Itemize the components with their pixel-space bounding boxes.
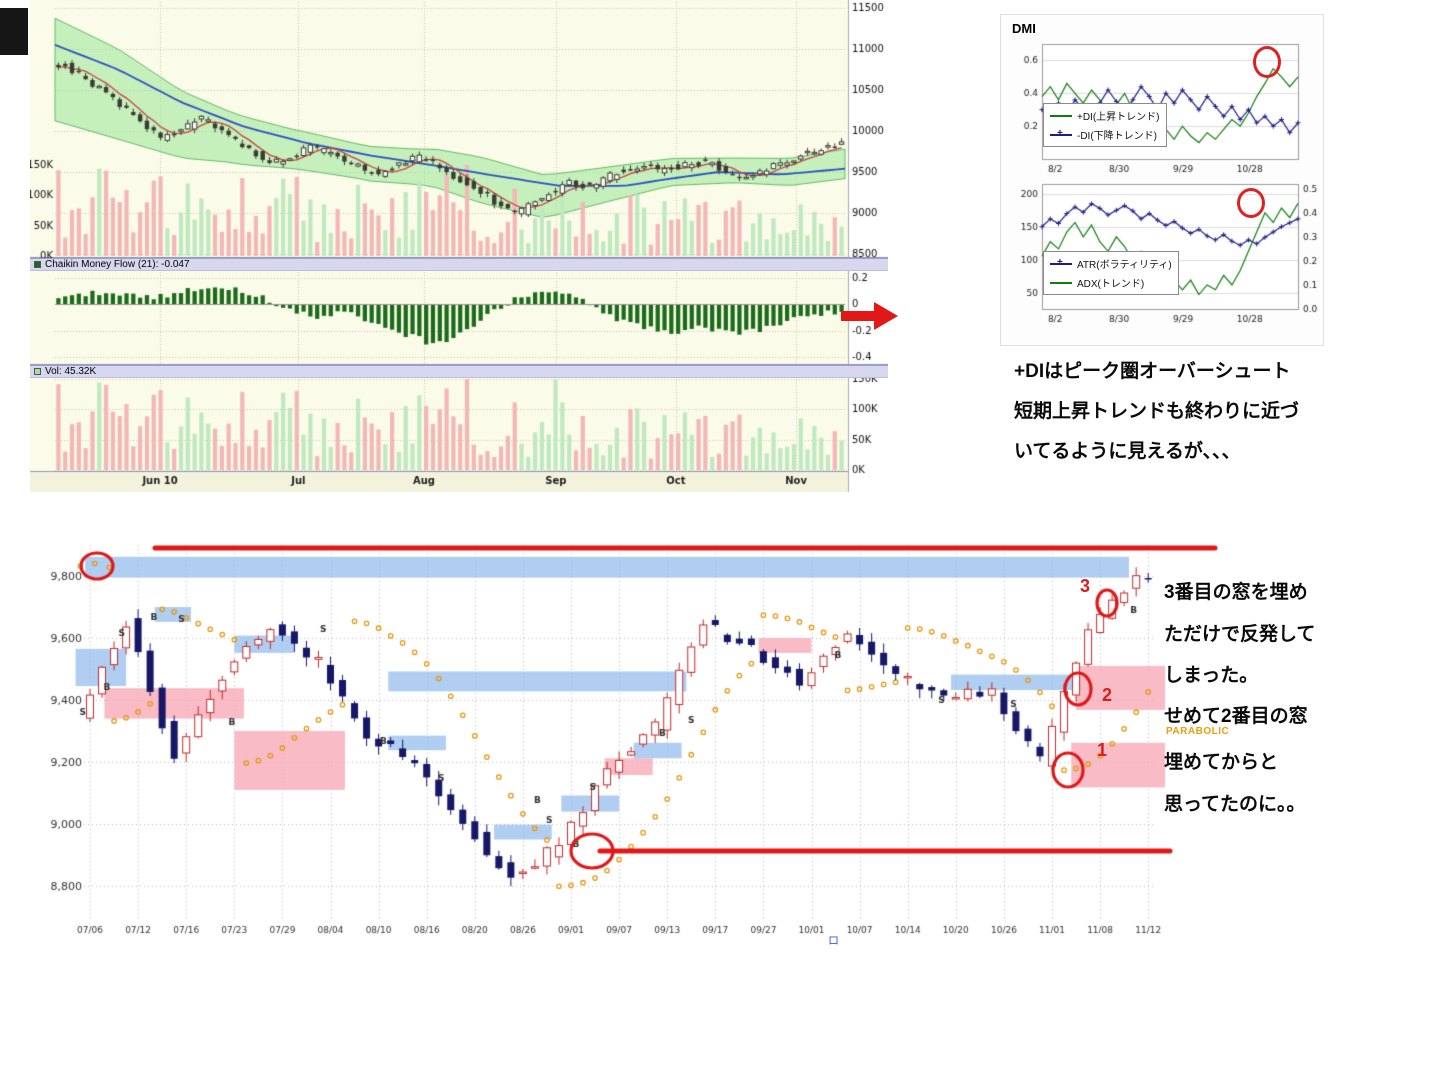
plus-di-line-swatch (1050, 114, 1072, 117)
chaikin-series-icon (34, 261, 41, 268)
volume-panel-label: Vol: 45.32K (45, 366, 97, 377)
legend-row-atr: ATR(ボラティリティ) (1050, 256, 1172, 271)
bottom-note-line-2: ただけで反発して (1164, 624, 1316, 645)
chaikin-panel-label: Chaikin Money Flow (21): -0.047 (45, 259, 190, 270)
dmi-note-line-3: いてるように見えるが、、、 (1014, 441, 1241, 462)
bottom-note-line-4: せめて2番目の窓 (1164, 706, 1308, 727)
window-2-number-annotation: 2 (1102, 685, 1113, 705)
red-circle-annotation-adx-rise (1237, 188, 1265, 218)
blue-box-glyph: ロ (828, 935, 839, 947)
legend-row-adx: ADX(トレンド) (1050, 275, 1172, 290)
atr-line-swatch (1050, 257, 1072, 268)
minus-di-line-swatch (1050, 128, 1072, 139)
chaikin-panel-header: Chaikin Money Flow (21): -0.047 (30, 258, 888, 271)
red-arrow-shaft (841, 311, 875, 321)
legend-row-minus-di: -DI(下降トレンド) (1050, 127, 1160, 142)
parabolic-series-label: PARABOLIC (1166, 726, 1230, 737)
dmi-panel-title: DMI (1012, 21, 1036, 36)
dmi-note-line-2: 短期上昇トレンドも終わりに近づ (1014, 401, 1300, 422)
dmi-note-line-1: +DIはピーク圏オーバーシュート (1014, 361, 1291, 382)
bottom-note-line-3: しまった。 (1164, 665, 1259, 686)
dmi-note-text: +DIはピーク圏オーバーシュート 短期上昇トレンドも終わりに近づ いてるように見… (1014, 352, 1374, 472)
price-chart-canvas (30, 0, 888, 492)
plus-di-legend-label: +DI(上昇トレンド) (1077, 112, 1160, 123)
bottom-note-line-1: 3番目の窓を埋め (1164, 582, 1308, 603)
dmi-atr-adx-legend: ATR(ボラティリティ) ADX(トレンド) (1043, 251, 1179, 295)
dmi-di-legend: +DI(上昇トレンド) -DI(下降トレンド) (1043, 103, 1167, 147)
volume-series-icon (34, 368, 41, 375)
volume-panel-header: Vol: 45.32K (30, 365, 888, 378)
window-1-number-annotation: 1 (1097, 740, 1108, 760)
adx-line-swatch (1050, 281, 1072, 284)
red-circle-annotation-di-peak (1253, 46, 1281, 78)
bottom-note-line-6: 思ってたのに。。 (1164, 794, 1306, 815)
legend-row-plus-di: +DI(上昇トレンド) (1050, 108, 1160, 123)
bottom-note-line-5: 埋めてからと (1164, 752, 1279, 773)
window-3-number-annotation: 3 (1080, 576, 1091, 596)
atr-legend-label: ATR(ボラティリティ) (1077, 260, 1172, 271)
minus-di-legend-label: -DI(下降トレンド) (1077, 131, 1157, 142)
red-arrow-head (874, 302, 898, 330)
red-arrow-annotation (841, 302, 899, 330)
screenshot-corner-artifact (0, 8, 28, 55)
adx-legend-label: ADX(トレンド) (1077, 279, 1145, 290)
daily-chart-canvas (40, 535, 1240, 955)
